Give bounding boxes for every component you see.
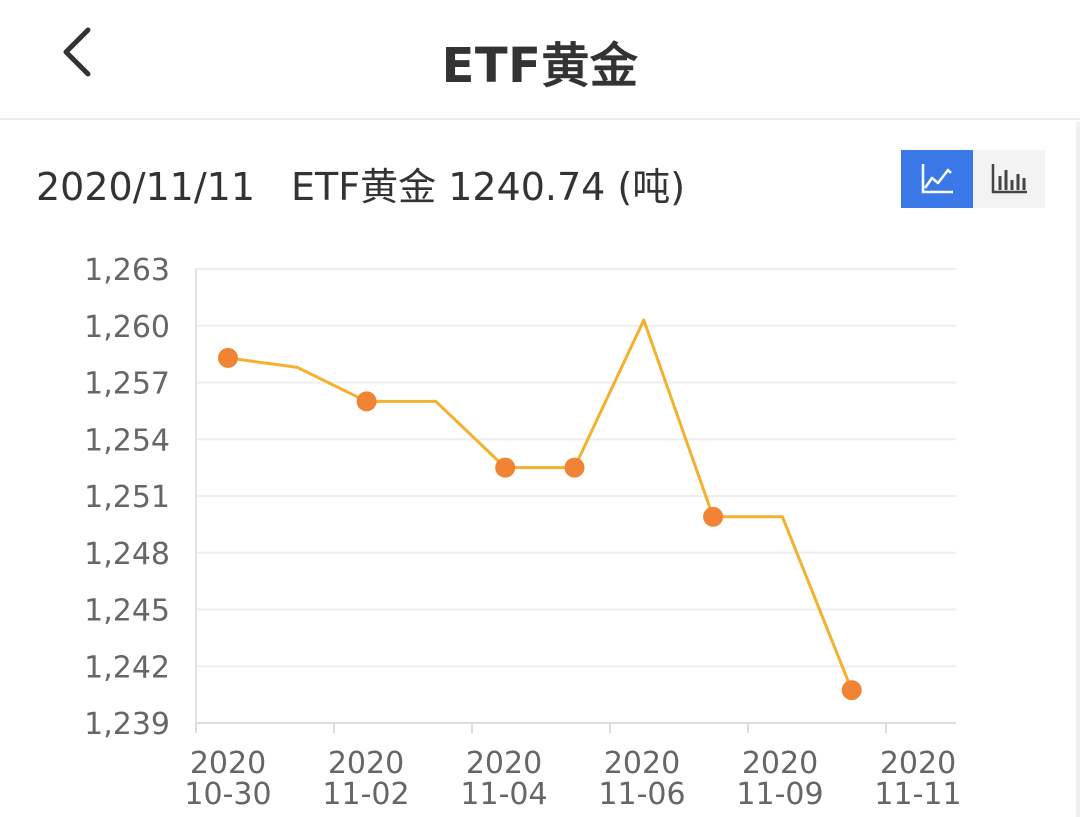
x-tick-label-year: 2020 <box>328 746 404 781</box>
y-tick-label: 1,257 <box>84 367 170 402</box>
line-chart-button[interactable] <box>901 150 973 208</box>
data-point <box>218 347 238 368</box>
navigation-bar: ETF黄金 <box>0 0 1080 120</box>
line-chart-icon <box>921 164 953 194</box>
x-tick-label-year: 2020 <box>742 746 818 781</box>
x-tick-label-year: 2020 <box>604 746 680 781</box>
y-tick-label: 1,245 <box>84 594 170 629</box>
x-tick-label-date: 11-06 <box>598 777 685 812</box>
chevron-left-icon <box>63 27 91 77</box>
info-value-label: ETF黄金 1240.74 (吨) <box>291 165 686 209</box>
y-tick-label: 1,260 <box>84 310 170 345</box>
x-tick-label-date: 10-30 <box>184 777 271 812</box>
data-point <box>564 457 585 478</box>
x-tick-label-date: 11-02 <box>322 777 409 812</box>
scroll-edge <box>1076 122 1080 817</box>
etf-gold-line-chart: 1,263 1,260 1,257 1,254 1,251 1,248 1,245 1,242… <box>84 253 961 812</box>
x-tick-label-date: 11-09 <box>736 777 823 812</box>
page-title: ETF黄金 <box>441 38 639 94</box>
x-tick-label-date: 11-11 <box>874 777 961 812</box>
chart-type-toggle <box>901 150 1045 208</box>
data-point <box>703 506 724 527</box>
y-tick-label: 1,251 <box>84 480 170 515</box>
info-date: 2020/11/11 <box>36 165 256 209</box>
back-button[interactable] <box>48 20 112 84</box>
data-point <box>356 391 377 412</box>
y-tick-label: 1,254 <box>84 423 170 458</box>
x-tick-label-year: 2020 <box>466 746 542 781</box>
bar-chart-button[interactable] <box>973 150 1045 208</box>
y-tick-label: 1,242 <box>84 650 170 685</box>
data-point <box>841 680 862 701</box>
x-tick-label-year: 2020 <box>190 746 266 781</box>
data-point <box>495 457 516 478</box>
bar-chart-icon <box>991 164 1027 194</box>
x-tick-label-date: 11-04 <box>460 777 547 812</box>
y-tick-label: 1,248 <box>84 537 170 572</box>
series-line <box>227 318 854 691</box>
y-tick-label: 1,239 <box>84 707 170 742</box>
x-tick-label-year: 2020 <box>880 746 956 781</box>
info-line: 2020/11/11 ETF黄金 1240.74 (吨) <box>36 156 685 211</box>
y-tick-label: 1,263 <box>84 253 170 288</box>
